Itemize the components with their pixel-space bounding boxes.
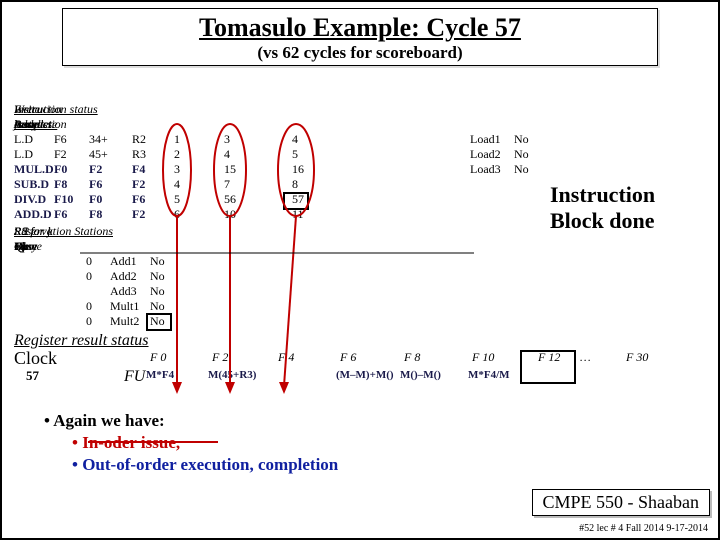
fu-val: M(45+R3) xyxy=(208,368,256,383)
rs-bz: No xyxy=(150,299,165,314)
reg-col: F 4 xyxy=(278,350,294,365)
load-name: Load2 xyxy=(470,147,501,162)
write: 16 xyxy=(292,162,304,177)
k: F6 xyxy=(132,192,145,207)
write: 57 xyxy=(292,192,304,207)
exec: 4 xyxy=(224,147,230,162)
dst: F6 xyxy=(54,132,67,147)
reg-col: … xyxy=(580,350,591,365)
page-footer: #52 lec # 4 Fall 2014 9-17-2014 xyxy=(579,523,708,534)
rs-time: 0 xyxy=(86,269,92,284)
fu-val: M()–M() xyxy=(400,368,441,383)
reg-col: F 6 xyxy=(340,350,356,365)
rs-nm: Mult2 xyxy=(110,314,139,329)
rs-nm: Add3 xyxy=(110,284,137,299)
issue: 2 xyxy=(174,147,180,162)
reg-col: F 0 xyxy=(150,350,166,365)
hdr-write1: Write xyxy=(14,102,40,117)
k: F2 xyxy=(132,177,145,192)
fu-val: (M–M)+M() xyxy=(336,368,394,383)
bullet-3: • Out-of-order execution, completion xyxy=(72,454,338,476)
rs-time: 0 xyxy=(86,299,92,314)
rs-time: 0 xyxy=(86,314,92,329)
exec: 10 xyxy=(224,207,236,222)
reg-col: F 10 xyxy=(472,350,494,365)
reg-col: F 2 xyxy=(212,350,228,365)
course-footer: CMPE 550 - Shaaban xyxy=(532,489,711,516)
fu-val: M*F4 xyxy=(146,368,174,383)
hdr-addr: Address xyxy=(14,117,52,132)
op: DIV.D xyxy=(14,192,46,207)
write: 11 xyxy=(292,207,304,222)
j: F8 xyxy=(89,207,102,222)
j: F0 xyxy=(89,192,102,207)
bullet-2: • In-oder issue, xyxy=(72,432,338,454)
op: L.D xyxy=(14,132,33,147)
load-busy: No xyxy=(514,132,529,147)
j: F6 xyxy=(89,177,102,192)
dst: F0 xyxy=(54,162,67,177)
issue: 3 xyxy=(174,162,180,177)
bullet-1: • Again we have: xyxy=(44,410,338,432)
dst: F6 xyxy=(54,207,67,222)
slide-subtitle: (vs 62 cycles for scoreboard) xyxy=(63,43,657,63)
issue: 4 xyxy=(174,177,180,192)
fu-label: FU xyxy=(124,368,145,386)
op: ADD.D xyxy=(14,207,52,222)
rs-time: 0 xyxy=(86,254,92,269)
k: F4 xyxy=(132,162,145,177)
rs-bz: No xyxy=(150,269,165,284)
j: 45+ xyxy=(89,147,108,162)
j: F2 xyxy=(89,162,102,177)
op: MUL.D xyxy=(14,162,54,177)
big-note: Instruction Block done xyxy=(550,182,655,234)
load-busy: No xyxy=(514,162,529,177)
op: SUB.D xyxy=(14,177,49,192)
k: R3 xyxy=(132,147,146,162)
reg-col: F 30 xyxy=(626,350,648,365)
rs-nm: Mult1 xyxy=(110,299,139,314)
op: L.D xyxy=(14,147,33,162)
clock-value: 57 xyxy=(26,368,39,384)
dst: F10 xyxy=(54,192,73,207)
clock-label: Clock xyxy=(14,348,57,369)
k: R2 xyxy=(132,132,146,147)
rs-nm: Add2 xyxy=(110,269,137,284)
write: 8 xyxy=(292,177,298,192)
slide: Tomasulo Example: Cycle 57 (vs 62 cycles… xyxy=(0,0,720,540)
write: 5 xyxy=(292,147,298,162)
exec: 15 xyxy=(224,162,236,177)
rs-bz: No xyxy=(150,254,165,269)
issue: 6 xyxy=(174,207,180,222)
j: 34+ xyxy=(89,132,108,147)
rs-rsk: RS for k xyxy=(14,224,53,239)
exec: 3 xyxy=(224,132,230,147)
dst: F2 xyxy=(54,147,67,162)
rs-nm: Add1 xyxy=(110,254,137,269)
load-name: Load3 xyxy=(470,162,501,177)
f10-box xyxy=(520,350,576,384)
reg-col: F 8 xyxy=(404,350,420,365)
load-busy: No xyxy=(514,147,529,162)
title-box: Tomasulo Example: Cycle 57 (vs 62 cycles… xyxy=(62,8,658,66)
write: 4 xyxy=(292,132,298,147)
issue: 5 xyxy=(174,192,180,207)
k: F2 xyxy=(132,207,145,222)
slide-title: Tomasulo Example: Cycle 57 xyxy=(63,13,657,43)
rs-qk: Qk xyxy=(14,239,28,254)
dst: F8 xyxy=(54,177,67,192)
load-name: Load1 xyxy=(470,132,501,147)
exec: 7 xyxy=(224,177,230,192)
exec: 56 xyxy=(224,192,236,207)
fu-val: M*F4/M xyxy=(468,368,510,383)
agenda: • Again we have: • In-oder issue, • Out-… xyxy=(44,410,338,476)
rs-bz: No xyxy=(150,314,165,329)
issue: 1 xyxy=(174,132,180,147)
rs-bz: No xyxy=(150,284,165,299)
